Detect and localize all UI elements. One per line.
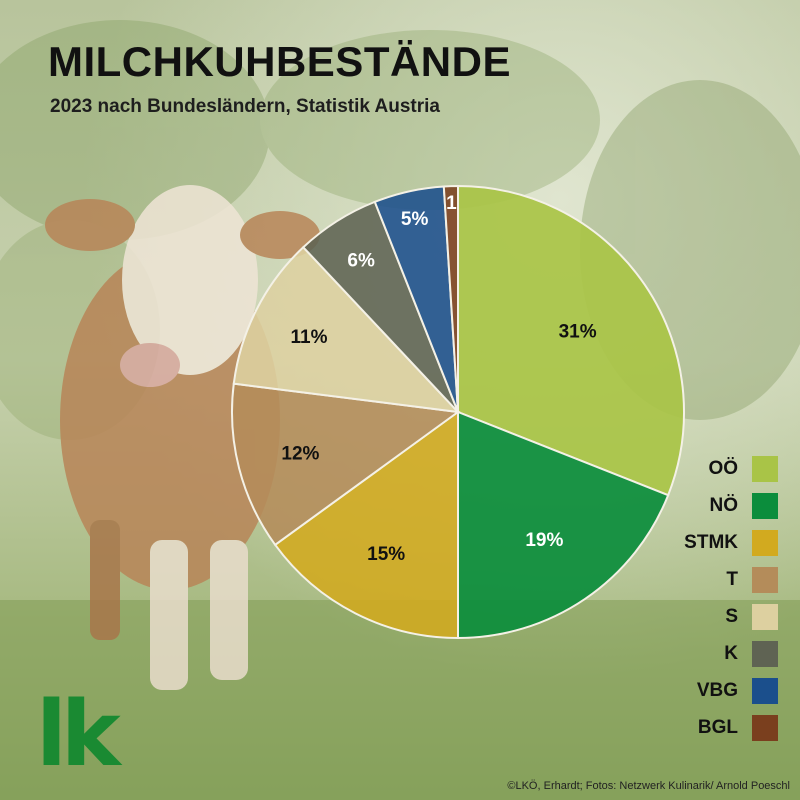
legend-label: K bbox=[724, 643, 738, 664]
legend-swatch bbox=[752, 530, 778, 556]
legend-label: S bbox=[725, 606, 738, 627]
legend-item-k: K bbox=[684, 641, 778, 667]
legend-label: NÖ bbox=[709, 495, 739, 516]
page-title: MILCHKUHBESTÄNDE bbox=[48, 38, 511, 85]
page-subtitle: 2023 nach Bundesländern, Statistik Austr… bbox=[50, 96, 440, 117]
slice-label-s: 11% bbox=[290, 327, 327, 348]
legend-swatch bbox=[752, 678, 778, 704]
slice-label-t: 12% bbox=[281, 443, 319, 464]
legend-label: STMK bbox=[684, 532, 738, 553]
legend-swatch bbox=[752, 641, 778, 667]
legend-item-s: S bbox=[684, 604, 778, 630]
slice-label-k: 6% bbox=[347, 250, 375, 271]
legend-item-o-: OÖ bbox=[684, 456, 778, 482]
pie-slice-bgl bbox=[442, 184, 459, 413]
legend-label: T bbox=[726, 569, 738, 590]
pie-slice-s bbox=[232, 245, 461, 414]
legend-label: VBG bbox=[696, 680, 738, 701]
pie-slice-n- bbox=[457, 410, 670, 640]
legend-item-t: T bbox=[684, 567, 778, 593]
legend-item-vbg: VBG bbox=[684, 678, 778, 704]
slice-label-vbg: 5% bbox=[401, 209, 429, 230]
legend-label: BGL bbox=[697, 717, 738, 738]
legend-item-stmk: STMK bbox=[684, 530, 778, 556]
legend-swatch bbox=[752, 493, 778, 519]
legend-swatch bbox=[752, 715, 778, 741]
legend-swatch bbox=[752, 456, 778, 482]
slice-label-bgl: 1 bbox=[446, 193, 457, 214]
pie-slice-o- bbox=[457, 184, 685, 497]
legend-label: OÖ bbox=[708, 458, 738, 479]
grass bbox=[0, 600, 800, 800]
pie-slice-t bbox=[231, 382, 461, 547]
legend-swatch bbox=[752, 567, 778, 593]
slice-label-stmk: 15% bbox=[367, 544, 405, 565]
lk-logo: lk bbox=[36, 682, 121, 787]
slice-label-o-: 31% bbox=[559, 322, 597, 343]
legend-swatch bbox=[752, 604, 778, 630]
cow-figure bbox=[45, 185, 320, 690]
slice-label-n-: 19% bbox=[525, 530, 563, 551]
legend-item-n-: NÖ bbox=[684, 493, 778, 519]
legend: OÖ NÖ STMK T S K VBG BGL bbox=[684, 456, 778, 741]
pie-slice-stmk bbox=[273, 410, 459, 640]
photo-credit: ©LKÖ, Erhardt; Fotos: Netzwerk Kulinarik… bbox=[507, 780, 790, 792]
legend-item-bgl: BGL bbox=[684, 715, 778, 741]
